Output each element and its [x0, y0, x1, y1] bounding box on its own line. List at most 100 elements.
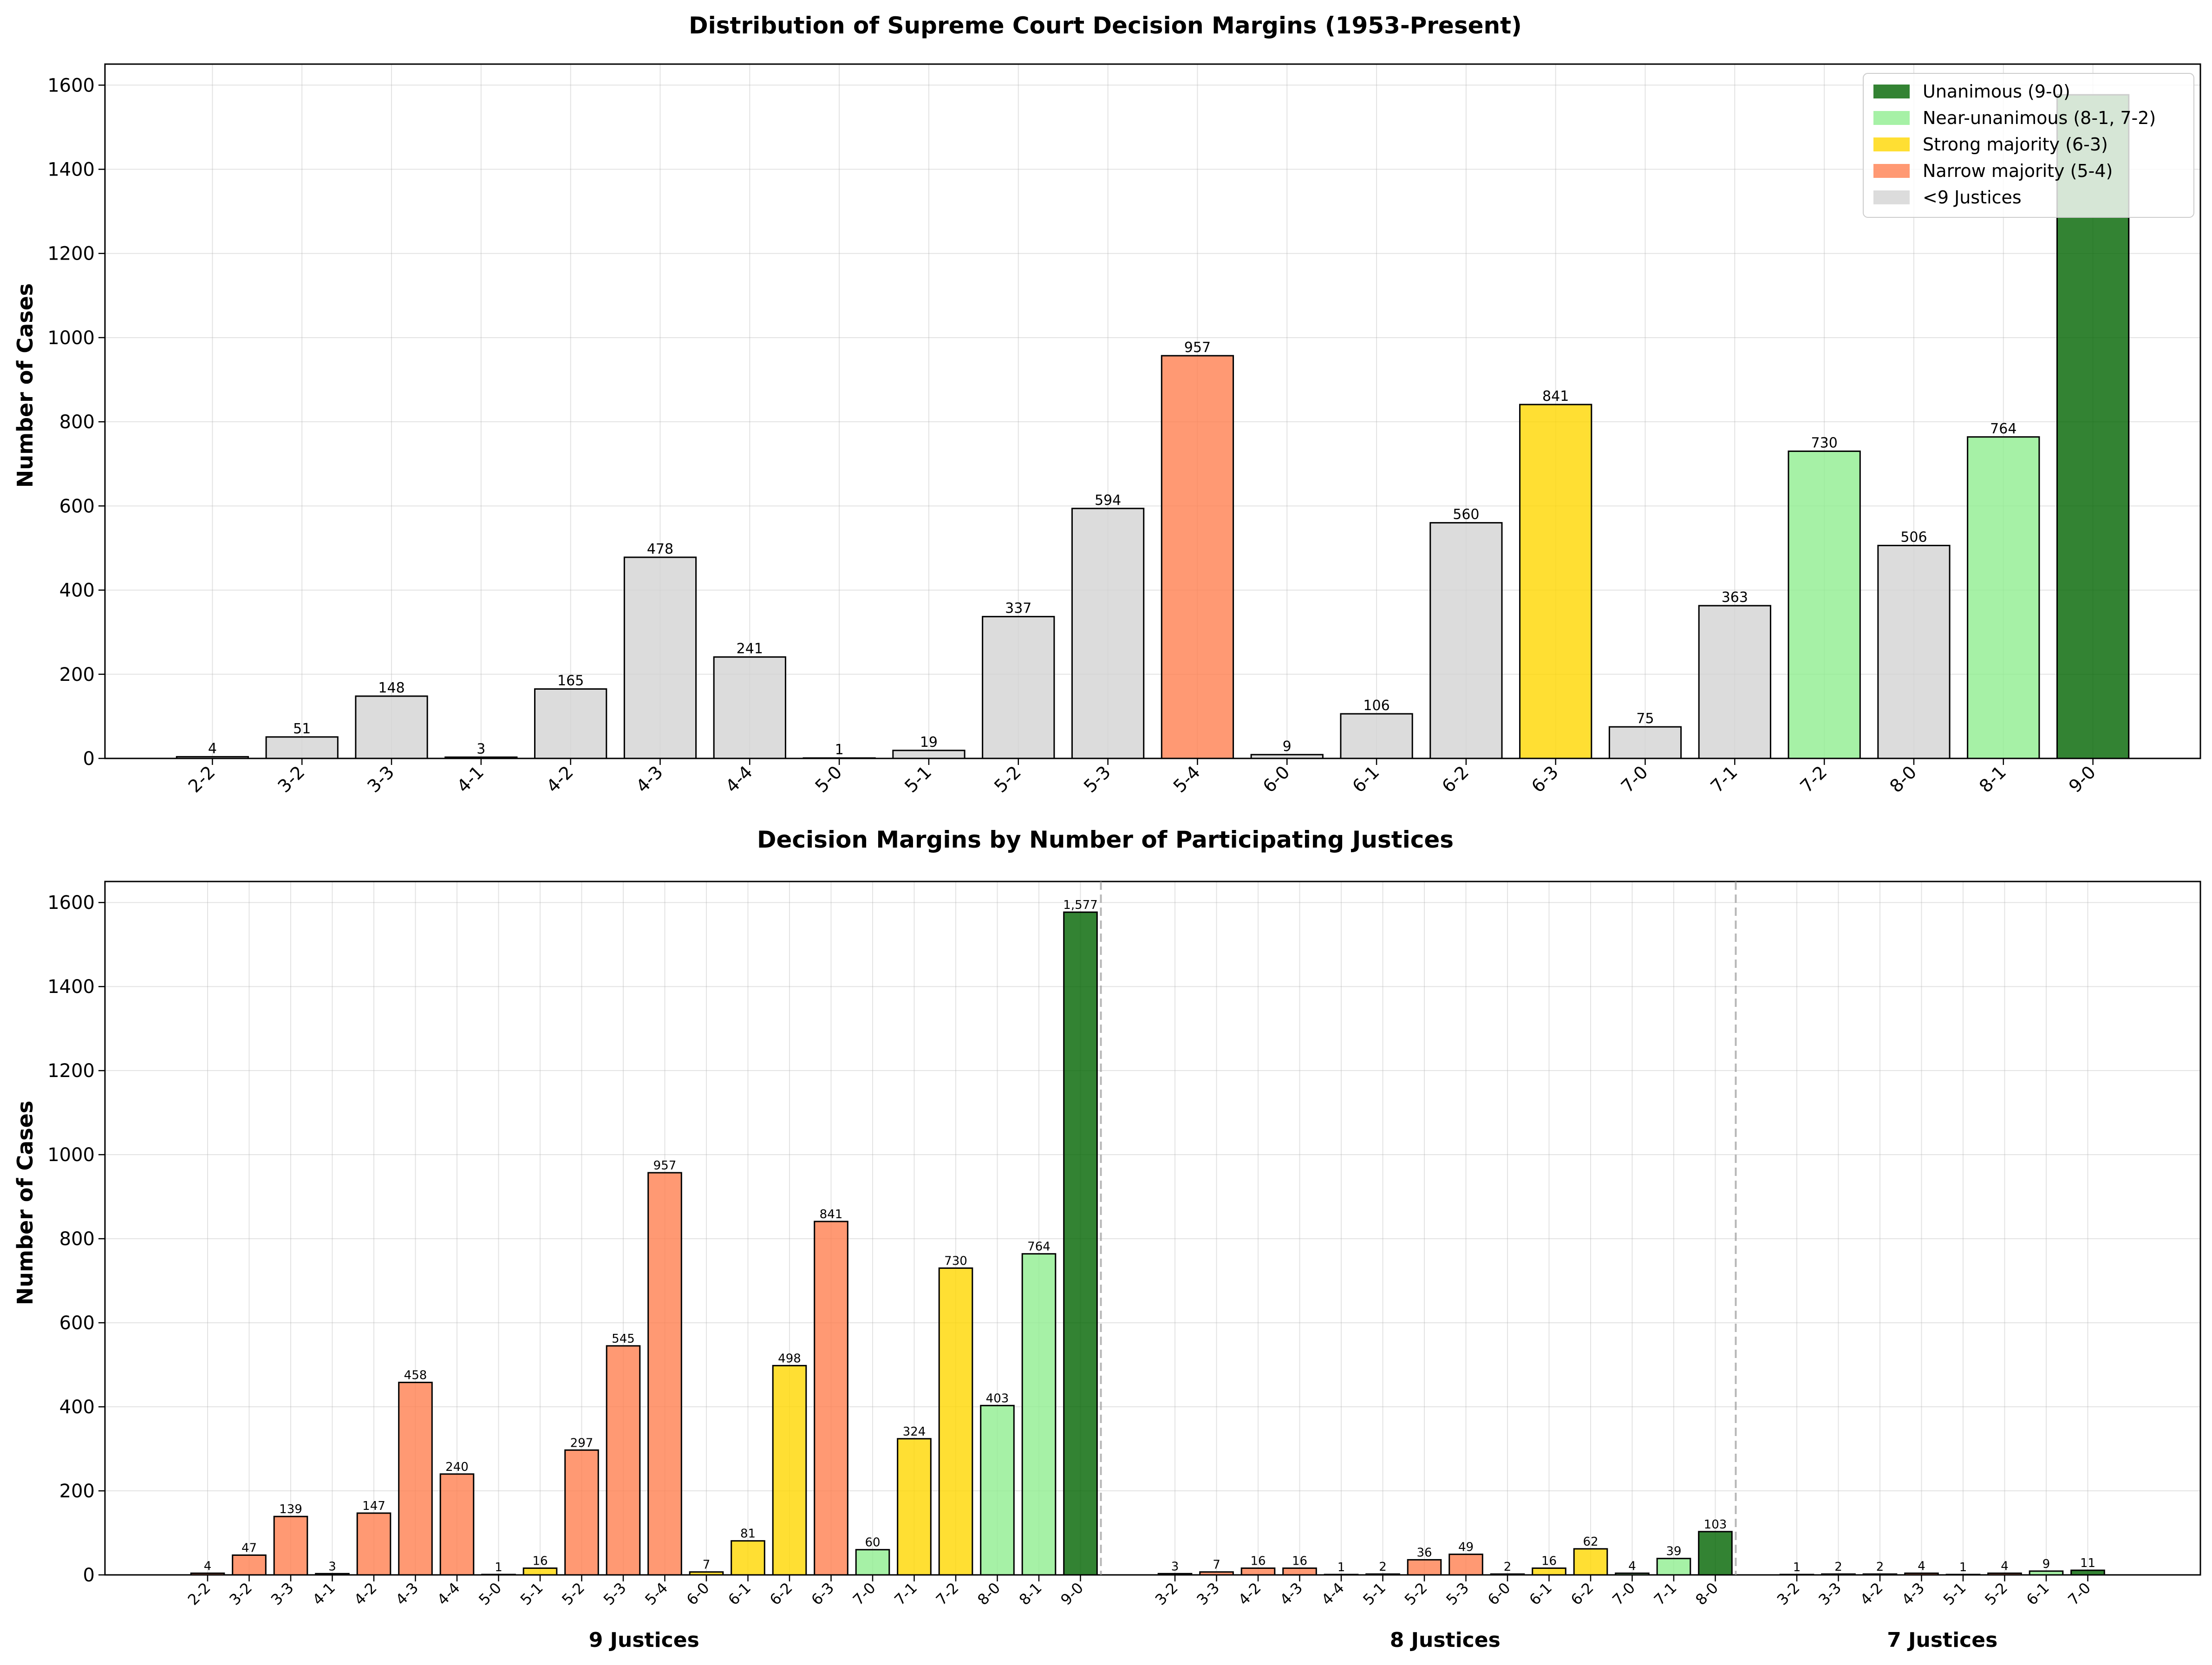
top-bar-6-2: [1429, 522, 1503, 759]
top-bar-5-2: [982, 616, 1055, 759]
top-value-label: 560: [1453, 507, 1479, 523]
bottom-value-label: 403: [986, 1391, 1009, 1405]
top-bar-4-3: [623, 556, 697, 759]
bottom-bar-9-justices-5-2: [564, 1449, 599, 1576]
bottom-bar-9-justices-8-0: [980, 1404, 1015, 1576]
top-bar-4-2: [534, 688, 607, 759]
top-ytick-label: 1000: [47, 327, 95, 349]
bottom-bar-9-justices-4-2: [356, 1512, 392, 1576]
legend-swatch-unanimous: [1873, 85, 1910, 98]
top-chart-ylabel: Number of Cases: [13, 283, 38, 488]
bottom-value-label: 1: [1338, 1561, 1345, 1574]
bottom-bar-9-justices-5-3: [606, 1345, 641, 1576]
top-bar-7-0: [1608, 726, 1682, 759]
bottom-value-label: 16: [1250, 1554, 1266, 1568]
top-bar-5-1: [892, 750, 966, 759]
top-value-label: 106: [1363, 698, 1390, 714]
bottom-axes-frame: [104, 881, 2201, 1576]
bottom-value-label: 4: [1628, 1559, 1636, 1573]
legend-label-strong: Strong majority (6-3): [1923, 134, 2108, 155]
top-value-label: 165: [557, 673, 584, 689]
bottom-value-label: 103: [1704, 1518, 1727, 1532]
bottom-value-label: 1,577: [1063, 898, 1097, 912]
top-value-label: 51: [293, 721, 311, 737]
top-bar-5-4: [1161, 355, 1234, 759]
top-value-label: 764: [1990, 421, 2016, 437]
bottom-group-labels: 9 Justices 8 Justices 7 Justices: [589, 881, 1997, 1652]
bottom-bar-9-justices-3-2: [232, 1554, 267, 1576]
bottom-value-label: 47: [241, 1541, 257, 1555]
bottom-ytick-label: 1200: [47, 1060, 95, 1082]
bottom-ytick-label: 1000: [47, 1144, 95, 1166]
bottom-bar-9-justices-4-3: [398, 1382, 433, 1576]
bottom-chart-ylabel: Number of Cases: [13, 1101, 38, 1305]
bottom-value-label: 62: [1583, 1535, 1598, 1549]
bottom-bar-9-justices-7-0: [855, 1549, 890, 1576]
top-value-label: 75: [1636, 711, 1654, 727]
top-chart: Distribution of Supreme Court Decision M…: [13, 12, 2201, 797]
bottom-bar-8-justices-6-1: [1532, 1567, 1566, 1576]
bottom-value-label: 16: [1292, 1554, 1307, 1568]
top-value-label: 337: [1005, 601, 1031, 617]
bottom-bar-9-justices-8-1: [1021, 1253, 1057, 1576]
top-bar-6-3: [1519, 404, 1592, 759]
top-axes-frame: [104, 63, 2201, 759]
bottom-value-label: 11: [2080, 1556, 2095, 1570]
top-bar-7-1: [1698, 605, 1771, 759]
bottom-ytick-label: 0: [83, 1565, 95, 1586]
top-value-label: 841: [1542, 388, 1569, 405]
bottom-bar-9-justices-3-3: [273, 1515, 308, 1576]
legend-swatch-strong: [1873, 137, 1910, 151]
bottom-bar-8-justices-4-3: [1282, 1567, 1317, 1576]
bottom-value-label: 7: [1213, 1558, 1220, 1572]
bottom-bar-9-justices-7-1: [897, 1438, 932, 1576]
top-value-label: 19: [920, 734, 938, 751]
top-bar-6-1: [1340, 713, 1413, 759]
bottom-bar-9-justices-4-4: [439, 1473, 475, 1576]
bottom-value-label: 545: [612, 1332, 635, 1346]
bottom-value-label: 49: [1458, 1541, 1474, 1554]
bottom-bar-8-justices-7-1: [1656, 1558, 1691, 1576]
bottom-value-label: 1: [495, 1561, 502, 1574]
top-value-label: 241: [737, 641, 763, 657]
top-bar-3-2: [265, 736, 339, 759]
bottom-bar-9-justices-7-2: [938, 1267, 973, 1576]
top-ytick-label: 400: [59, 580, 95, 601]
bottom-bar-9-justices-6-1: [731, 1540, 765, 1576]
bottom-value-label: 297: [570, 1436, 594, 1450]
legend-label-near: Near-unanimous (8-1, 7-2): [1923, 108, 2156, 128]
top-value-label: 4: [208, 740, 217, 757]
bottom-value-label: 4: [2001, 1559, 2009, 1573]
legend-label-narrow: Narrow majority (5-4): [1923, 161, 2113, 181]
legend-label-other: <9 Justices: [1923, 187, 2022, 208]
bottom-chart-title: Decision Margins by Number of Participat…: [757, 826, 1454, 853]
bottom-value-label: 9: [2042, 1557, 2050, 1571]
top-value-label: 506: [1900, 529, 1927, 546]
bottom-value-label: 240: [445, 1460, 469, 1474]
top-value-label: 957: [1184, 340, 1211, 356]
bottom-bar-8-justices-4-2: [1240, 1567, 1276, 1576]
bottom-bar-9-justices-9-0: [1063, 911, 1098, 1576]
bottom-value-label: 1: [1959, 1561, 1967, 1574]
bottom-value-label: 1: [1793, 1561, 1801, 1574]
bottom-ytick-label: 200: [59, 1481, 95, 1502]
bottom-value-label: 147: [362, 1499, 385, 1513]
bottom-value-label: 730: [944, 1254, 967, 1268]
legend-swatch-other: [1873, 190, 1910, 204]
top-bar-7-2: [1788, 451, 1861, 759]
top-legend-box: [1863, 73, 2194, 218]
bottom-value-label: 841: [820, 1208, 843, 1221]
bottom-value-label: 36: [1416, 1546, 1432, 1560]
top-value-label: 3: [476, 741, 485, 757]
bottom-value-label: 2: [1379, 1560, 1387, 1574]
bottom-bar-8-justices-5-3: [1449, 1554, 1483, 1576]
top-bar-3-3: [355, 695, 428, 759]
top-ytick-label: 1600: [47, 75, 95, 96]
bottom-value-label: 3: [1171, 1560, 1179, 1574]
top-ytick-label: 0: [83, 748, 95, 770]
bottom-value-label: 3: [328, 1560, 336, 1574]
